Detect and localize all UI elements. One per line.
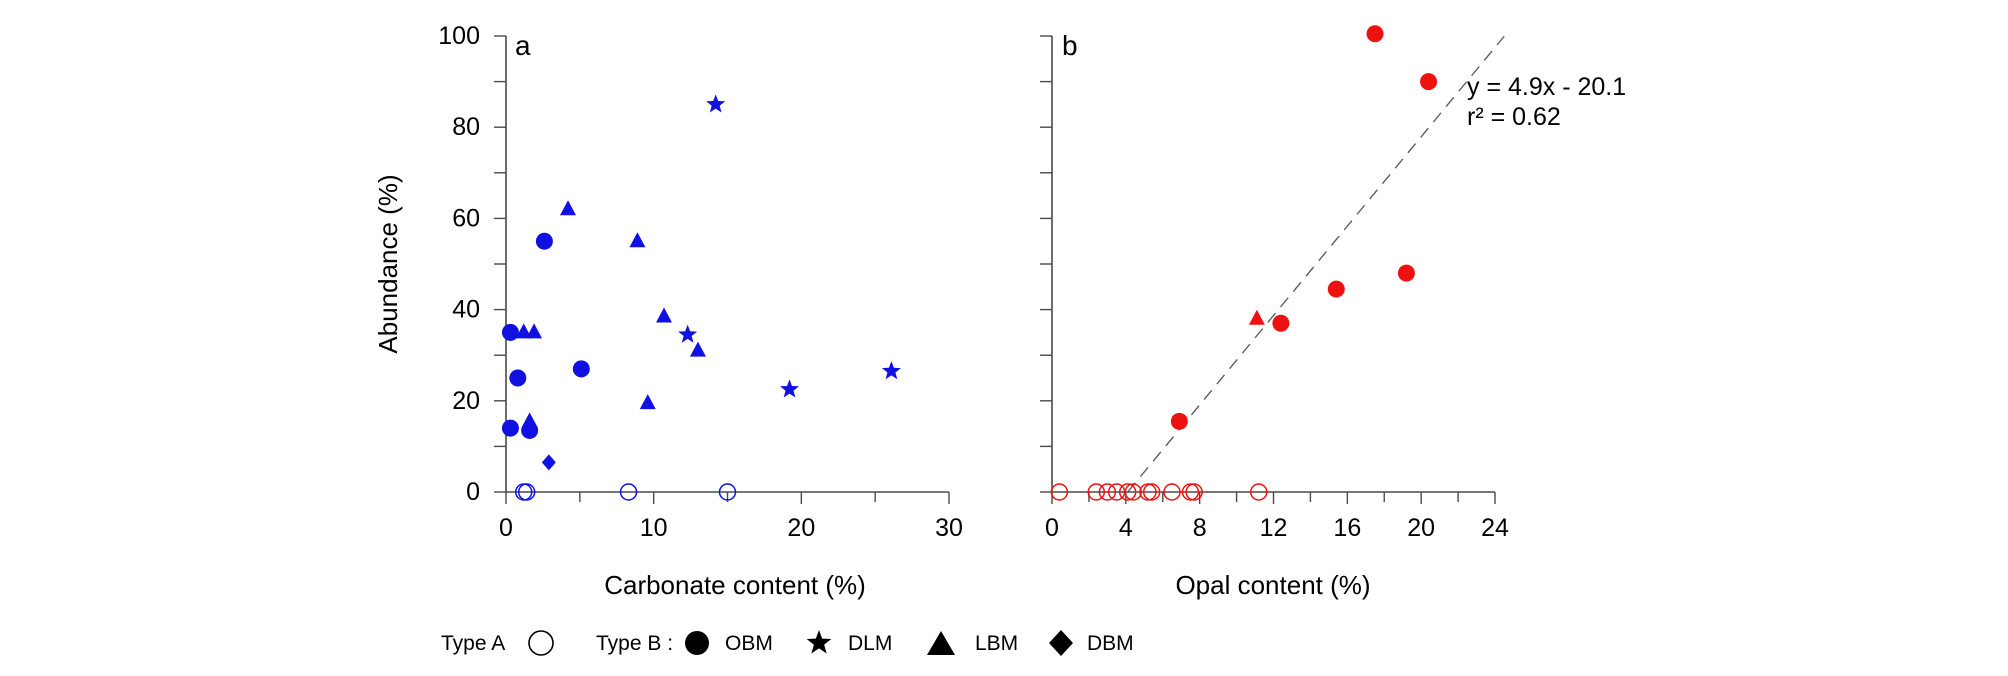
panel-a-point-lbm	[521, 412, 538, 428]
regression-equation: y = 4.9x - 20.1	[1467, 73, 1626, 101]
panel-a-point-type-a	[619, 483, 638, 501]
panel-a-point-dlm	[706, 94, 726, 113]
panel-a-y-tick-label: 40	[452, 296, 480, 324]
panel-b-point-type-a	[1050, 483, 1069, 501]
panel-b-point-type-a	[1181, 483, 1200, 501]
panel-b-x-tick-label: 8	[1193, 514, 1207, 542]
panel-b-point-type-a	[1249, 483, 1268, 501]
legend-type-b-label: Type B :	[596, 632, 673, 655]
panel-a-point-obm	[501, 419, 519, 437]
panel-b-point-type-a	[1118, 483, 1137, 501]
panel-b-point-obm	[1327, 280, 1345, 298]
panel-a-point-type-a	[718, 483, 737, 501]
panel-a-x-tick-label: 20	[787, 514, 815, 542]
panel-b-point-obm	[1420, 73, 1438, 91]
legend-triangle-icon	[927, 631, 955, 655]
panel-b-point-type-a	[1185, 483, 1203, 501]
legend-filled-circle-icon	[685, 631, 709, 655]
panel-a-x-tick-label: 0	[499, 514, 513, 542]
panel-a-point-dlm	[678, 324, 698, 343]
panel-a-x-tick-label: 30	[935, 514, 963, 542]
panel-a-point-obm	[535, 232, 553, 250]
panel-a-x-tick-label: 10	[640, 514, 668, 542]
panel-b-label: b	[1062, 30, 1078, 61]
panel-a-point-dlm	[780, 379, 800, 398]
panel-b-x-tick-label: 20	[1407, 514, 1435, 542]
panel-a-point-type-a	[517, 483, 536, 501]
legend-obm-label: OBM	[725, 632, 773, 655]
panel-a-y-axis-label: Abundance (%)	[373, 174, 403, 353]
panel-b-point-obm	[1272, 314, 1290, 332]
legend-dlm-label: DLM	[848, 632, 892, 655]
legend-dbm-label: DBM	[1087, 632, 1134, 655]
panel-b-point-type-a	[1142, 483, 1161, 501]
panel-a-y-tick-label: 80	[452, 113, 480, 141]
legend-star-icon	[806, 630, 832, 654]
panel-a-point-dbm	[541, 454, 556, 471]
panel-b-x-axis-label: Opal content (%)	[1175, 570, 1370, 600]
panel-a-point-obm	[572, 360, 590, 378]
panel-b-point-obm	[1397, 264, 1415, 282]
panel-a-chart: a Carbonate content (%) Abundance (%) 0 2…	[373, 22, 963, 600]
legend-diamond-icon	[1049, 630, 1073, 656]
panel-a-point-obm	[509, 369, 527, 387]
panel-a-point-dlm	[881, 361, 901, 380]
panel-a-y-tick-label: 0	[466, 478, 480, 506]
panel-a-point-lbm	[515, 323, 532, 339]
panel-a-y-tick-label: 60	[452, 204, 480, 232]
panel-b-point-type-a	[1163, 483, 1181, 501]
panel-b-point-type-a	[1098, 483, 1117, 501]
panel-b-x-tick-label: 4	[1119, 514, 1133, 542]
panel-a-label: a	[515, 30, 531, 61]
panel-a-x-axis-label: Carbonate content (%)	[604, 570, 866, 600]
panel-a-point-lbm	[629, 232, 646, 248]
panel-b-x-tick-label: 16	[1333, 514, 1361, 542]
panel-a-point-lbm	[639, 394, 656, 410]
panel-b-point-obm	[1170, 412, 1188, 430]
panel-a-point-lbm	[689, 341, 706, 357]
panel-b-x-tick-label: 24	[1481, 514, 1509, 542]
panel-b-point-type-a	[1139, 483, 1157, 501]
panel-b-point-type-a	[1087, 483, 1106, 501]
panel-b-point-type-a	[1124, 483, 1142, 501]
panel-a-point-lbm	[560, 200, 577, 216]
legend: Type A Type B : OBM DLM LBM DBM	[441, 630, 1134, 656]
legend-open-circle-icon	[528, 630, 554, 656]
legend-lbm-label: LBM	[975, 632, 1018, 655]
regression-r-squared: r² = 0.62	[1467, 103, 1561, 131]
panel-a-point-obm	[501, 323, 519, 341]
panel-b-point-obm	[1366, 25, 1384, 43]
panel-b-chart: b Opal content (%) y = 4.9x - 20.1 r² = …	[1040, 25, 1626, 600]
panel-b-point-lbm	[1248, 309, 1265, 325]
panel-a-y-tick-label: 100	[438, 22, 480, 50]
panel-a-point-lbm	[656, 307, 673, 323]
panel-a-y-tick-label: 20	[452, 387, 480, 415]
panel-b-x-tick-label: 12	[1260, 514, 1288, 542]
panel-a-point-lbm	[526, 323, 543, 339]
legend-type-a-label: Type A	[441, 632, 505, 655]
panel-b-x-tick-label: 0	[1045, 514, 1059, 542]
